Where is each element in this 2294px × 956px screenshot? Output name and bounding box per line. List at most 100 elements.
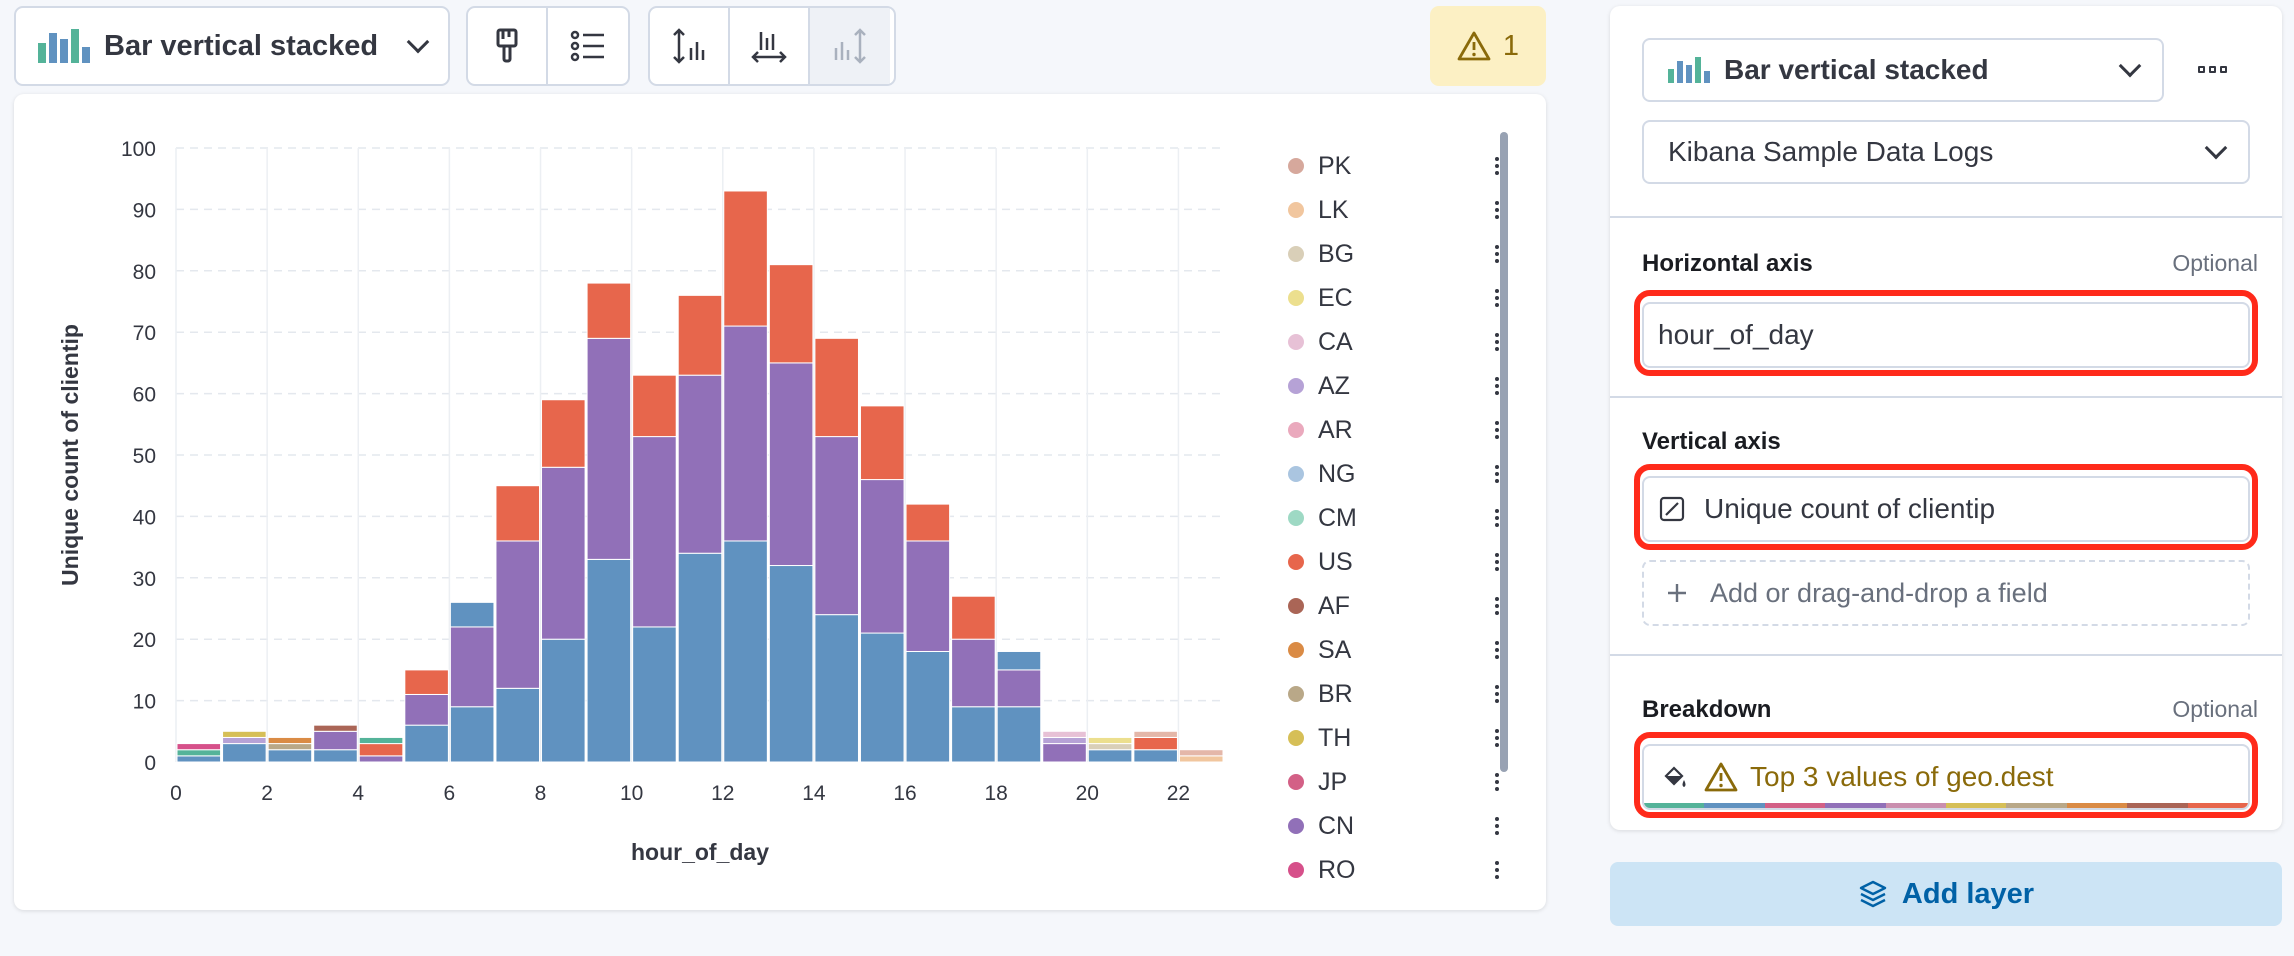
visual-options-button[interactable] — [468, 8, 548, 84]
legend-actions-icon[interactable] — [1492, 465, 1502, 483]
data-view-label: Kibana Sample Data Logs — [1668, 136, 1994, 167]
legend-actions-icon[interactable] — [1492, 377, 1502, 395]
layer-chart-type-dropdown[interactable]: Bar vertical stacked — [1642, 38, 2164, 102]
legend-item[interactable]: AZ — [1272, 364, 1502, 408]
add-layer-label: Add layer — [1901, 877, 2035, 910]
bar-segment — [495, 485, 541, 542]
legend-scrollbar[interactable] — [1500, 132, 1508, 772]
legend-actions-icon[interactable] — [1492, 597, 1502, 615]
legend-item[interactable]: CN — [1272, 804, 1502, 848]
legend-actions-icon[interactable] — [1492, 421, 1502, 439]
chevron-down-icon — [406, 30, 430, 54]
legend-actions-icon[interactable] — [1492, 729, 1502, 747]
legend-item[interactable]: NG — [1272, 452, 1502, 496]
bar-segment — [768, 565, 814, 763]
legend-item[interactable]: TH — [1272, 716, 1502, 760]
legend-color-dot — [1288, 862, 1304, 878]
legend-color-dot — [1288, 246, 1304, 262]
highlight-breakdown — [1634, 732, 2258, 818]
legend-item[interactable]: SA — [1272, 628, 1502, 672]
legend-item[interactable]: RO — [1272, 848, 1502, 892]
legend-color-dot — [1288, 158, 1304, 174]
vertical-axis-field[interactable]: Unique count of clientip — [1642, 476, 2250, 542]
right-axis-button[interactable] — [810, 8, 890, 84]
bar-chart-icon — [38, 29, 90, 63]
bar-chart-icon — [1668, 57, 1710, 83]
bar-segment — [632, 626, 677, 763]
legend-actions-icon[interactable] — [1492, 333, 1502, 351]
legend-item[interactable]: JP — [1272, 760, 1502, 804]
legend-item[interactable]: CA — [1272, 320, 1502, 364]
layer-actions-icon[interactable] — [2198, 66, 2227, 73]
legend-item[interactable]: AR — [1272, 408, 1502, 452]
legend-label: JP — [1318, 767, 1348, 796]
legend-actions-icon[interactable] — [1492, 509, 1502, 527]
y-axis-label: Unique count of clientip — [57, 324, 83, 586]
legend-label: AR — [1318, 415, 1353, 444]
bar-segment — [586, 282, 632, 339]
add-vertical-field-button[interactable]: Add or drag-and-drop a field — [1642, 560, 2250, 626]
legend-actions-icon[interactable] — [1492, 685, 1502, 703]
warnings-button[interactable]: 1 — [1430, 6, 1546, 86]
legend-label: CA — [1318, 327, 1353, 356]
legend-color-dot — [1288, 334, 1304, 350]
style-button-group — [466, 6, 630, 86]
bar-segment — [768, 362, 814, 567]
breakdown-field[interactable]: Top 3 values of geo.dest — [1642, 744, 2250, 810]
bar-segment — [1042, 736, 1087, 745]
bar-segment — [996, 669, 1042, 708]
bar-segment — [859, 405, 905, 481]
legend-item[interactable]: EC — [1272, 276, 1502, 320]
legend-label: NG — [1318, 459, 1356, 488]
bottom-axis-button[interactable] — [730, 8, 810, 84]
breakdown-optional: Optional — [2172, 696, 2258, 722]
legend-item[interactable]: BR — [1272, 672, 1502, 716]
bar-segment — [404, 724, 449, 763]
legend-item[interactable]: CM — [1272, 496, 1502, 540]
legend-actions-icon[interactable] — [1492, 289, 1502, 307]
legend-actions-icon[interactable] — [1492, 157, 1502, 175]
legend-label: PK — [1318, 151, 1352, 180]
legend-item[interactable]: US — [1272, 540, 1502, 584]
legend-actions-icon[interactable] — [1492, 245, 1502, 263]
bar-segment — [267, 749, 313, 763]
legend-color-dot — [1288, 730, 1304, 746]
legend-item[interactable]: BG — [1272, 232, 1502, 276]
legend-actions-icon[interactable] — [1492, 553, 1502, 571]
bar-segment — [495, 687, 541, 763]
bar-segment — [1178, 749, 1224, 757]
horizontal-axis-field[interactable]: hour_of_day — [1642, 302, 2250, 368]
bar-segment — [951, 706, 996, 763]
chevron-down-icon — [2118, 54, 2142, 78]
legend-item[interactable]: LK — [1272, 188, 1502, 232]
highlight-vertical-axis — [1634, 464, 2258, 550]
x-tick-label: 4 — [352, 782, 364, 805]
divider — [1610, 396, 2282, 398]
legend-actions-icon[interactable] — [1492, 861, 1502, 879]
legend-actions-icon[interactable] — [1492, 201, 1502, 219]
x-tick-label: 14 — [802, 782, 826, 805]
legend-actions-icon[interactable] — [1492, 641, 1502, 659]
bar-segment — [677, 552, 723, 763]
legend-item[interactable]: AF — [1272, 584, 1502, 628]
legend-item[interactable]: PK — [1272, 144, 1502, 188]
bar-segment — [905, 650, 951, 763]
data-view-dropdown[interactable]: Kibana Sample Data Logs — [1642, 120, 2250, 184]
bar-segment — [905, 540, 951, 652]
bar-segment — [768, 264, 814, 364]
chart-panel: 0 10 20 30 40 50 60 70 80 90 100 0 2 4 6 8 10 12 14 16 18 20 2… — [14, 94, 1546, 910]
chart-type-dropdown[interactable]: Bar vertical stacked — [14, 6, 450, 86]
y-tick-label: 70 — [133, 322, 156, 345]
add-layer-button[interactable]: Add layer — [1610, 862, 2282, 926]
y-tick-label: 80 — [133, 261, 156, 284]
highlight-horizontal-axis — [1634, 290, 2258, 376]
legend-actions-icon[interactable] — [1492, 817, 1502, 835]
list-icon — [570, 30, 604, 62]
left-axis-button[interactable] — [650, 8, 730, 84]
bar-segment — [859, 632, 905, 763]
legend-actions-icon[interactable] — [1492, 773, 1502, 791]
legend-options-button[interactable] — [548, 8, 628, 84]
y-tick-label: 0 — [144, 752, 156, 775]
divider — [1610, 216, 2282, 218]
bar-segment — [814, 614, 859, 763]
